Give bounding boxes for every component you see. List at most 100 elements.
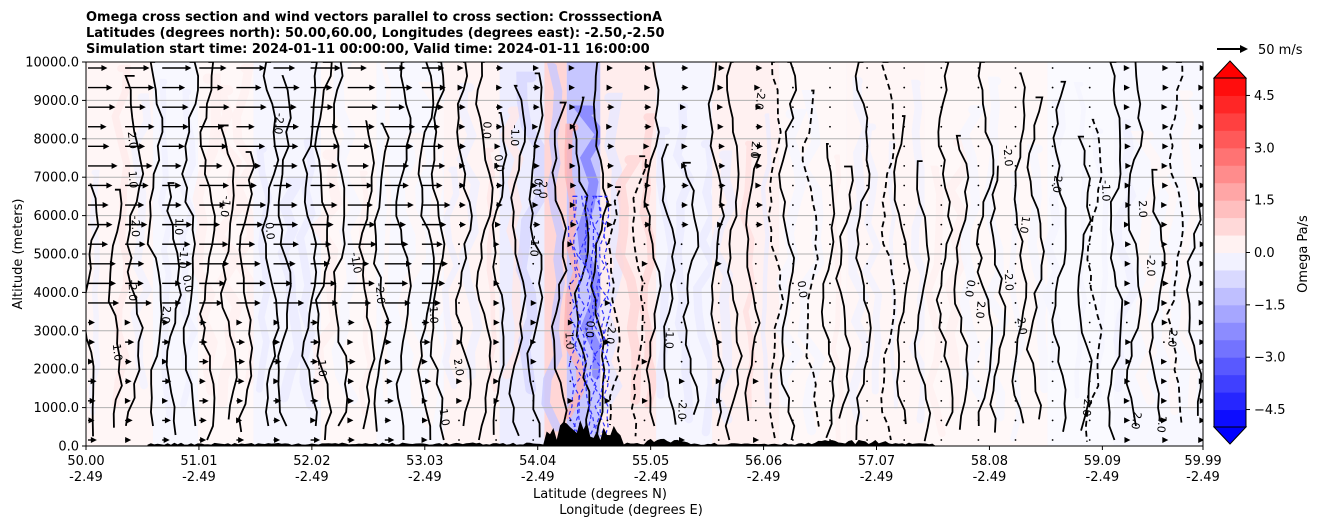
terrain-fill: [147, 420, 936, 446]
contour-line: [181, 62, 200, 427]
colorbar-band: [1214, 304, 1246, 323]
wind-vector: [1198, 437, 1203, 443]
contour-label: -1.0: [662, 327, 676, 349]
wind-vector: [1161, 104, 1168, 111]
wind-vector-head: [1124, 143, 1131, 150]
wind-vector-head: [607, 162, 614, 169]
wind-vector: [88, 241, 109, 248]
colorbar: 4.5 3.0 1.5 0.0 −1.5 −3.0 −4.5 Omega Pa/s: [1212, 60, 1311, 445]
wind-vector: [88, 123, 107, 130]
wind-vector: [567, 241, 574, 248]
wind-vector-head: [334, 65, 341, 71]
wind-vector: [421, 358, 428, 365]
wind-vector: [458, 321, 460, 324]
wind-vector: [236, 143, 266, 150]
wind-vector-head: [128, 339, 135, 346]
wind-vector: [977, 282, 980, 285]
contour-label: 0.0: [491, 154, 506, 173]
wind-vector-head: [1123, 104, 1130, 111]
wind-vector: [88, 280, 117, 287]
contour-label: 2.0: [973, 301, 987, 320]
wind-vector: [494, 221, 501, 228]
wind-vector: [273, 104, 297, 111]
wind-vector-head: [1161, 104, 1168, 111]
wind-vector: [125, 123, 155, 130]
wind-vector: [903, 243, 906, 246]
wind-vector-head: [1198, 319, 1203, 326]
wind-vector-head: [1199, 182, 1203, 189]
wind-vector: [940, 341, 943, 344]
wind-vector: [755, 143, 763, 150]
omega-blob: [639, 113, 659, 410]
wind-vector: [679, 104, 686, 111]
wind-vector: [829, 321, 831, 324]
omega-blob: [255, 145, 273, 393]
wind-vector-head: [139, 143, 146, 150]
wind-vector-head: [460, 221, 467, 228]
wind-vector: [1014, 86, 1017, 89]
wind-vector-head: [402, 241, 409, 248]
wind-vector-head: [641, 397, 648, 404]
wind-vector: [1051, 86, 1054, 89]
wind-vector-head: [496, 182, 503, 189]
wind-vector: [310, 241, 332, 248]
wind-vector: [88, 143, 110, 150]
wind-vector: [1198, 299, 1203, 306]
wind-vector-head: [89, 397, 96, 404]
wind-vector: [903, 86, 906, 89]
wind-vector: [1014, 145, 1017, 148]
wind-vector-head: [362, 162, 369, 169]
wind-vector-head: [141, 221, 148, 228]
contour-line: [301, 62, 318, 427]
wind-vector-head: [289, 260, 296, 267]
wind-vector-head: [493, 319, 500, 326]
contour-line: [1107, 62, 1124, 441]
wind-vector-head: [406, 84, 413, 91]
contour-line: [1125, 62, 1144, 427]
contour-line-negative: [592, 195, 602, 437]
wind-vector: [1051, 184, 1054, 187]
wind-vector: [493, 280, 500, 287]
wind-vector: [493, 299, 500, 306]
wind-vector-head: [756, 221, 763, 228]
contour-label: -2.0: [126, 279, 140, 301]
wind-vector: [236, 221, 264, 228]
wind-vector: [940, 243, 943, 246]
wind-vector: [384, 417, 392, 424]
wind-vector: [495, 439, 497, 441]
wind-vector: [199, 221, 221, 228]
wind-vector: [940, 164, 943, 167]
wind-vector: [977, 184, 980, 187]
wind-vector-head: [682, 65, 689, 71]
wind-vector: [273, 202, 298, 209]
wind-vector: [162, 319, 170, 326]
wind-vector: [236, 437, 245, 443]
contour-line: [953, 134, 970, 430]
wind-vector-head: [1123, 221, 1130, 228]
wind-vector-head: [275, 358, 282, 365]
wind-vector-head: [220, 65, 227, 71]
x-tick-label-latitude: 57.07: [858, 454, 895, 469]
wind-vector: [718, 202, 726, 209]
wind-vector: [199, 182, 230, 189]
wind-vector: [1051, 67, 1054, 69]
wind-vector: [641, 260, 648, 267]
wind-vector-head: [682, 84, 689, 91]
wind-vector-head: [255, 162, 262, 169]
colorbar-tick-label: 4.5: [1254, 89, 1275, 104]
wind-vector-head: [259, 65, 266, 71]
wind-vector-head: [221, 143, 228, 150]
y-tick-label: 0.0: [58, 440, 79, 455]
title-line-3: Simulation start time: 2024-01-11 00:00:…: [86, 42, 650, 57]
wind-vector: [162, 202, 182, 209]
wind-vector: [903, 125, 906, 128]
wind-vector-head: [716, 397, 723, 404]
wind-vector: [718, 162, 726, 169]
wind-vector-head: [440, 221, 447, 228]
contour-label: 1.0: [437, 408, 453, 427]
wind-vector: [606, 262, 609, 265]
wind-vector: [606, 360, 609, 363]
wind-vector-head: [1125, 123, 1132, 130]
omega-blob: [515, 71, 547, 395]
wind-vector: [1014, 341, 1017, 344]
